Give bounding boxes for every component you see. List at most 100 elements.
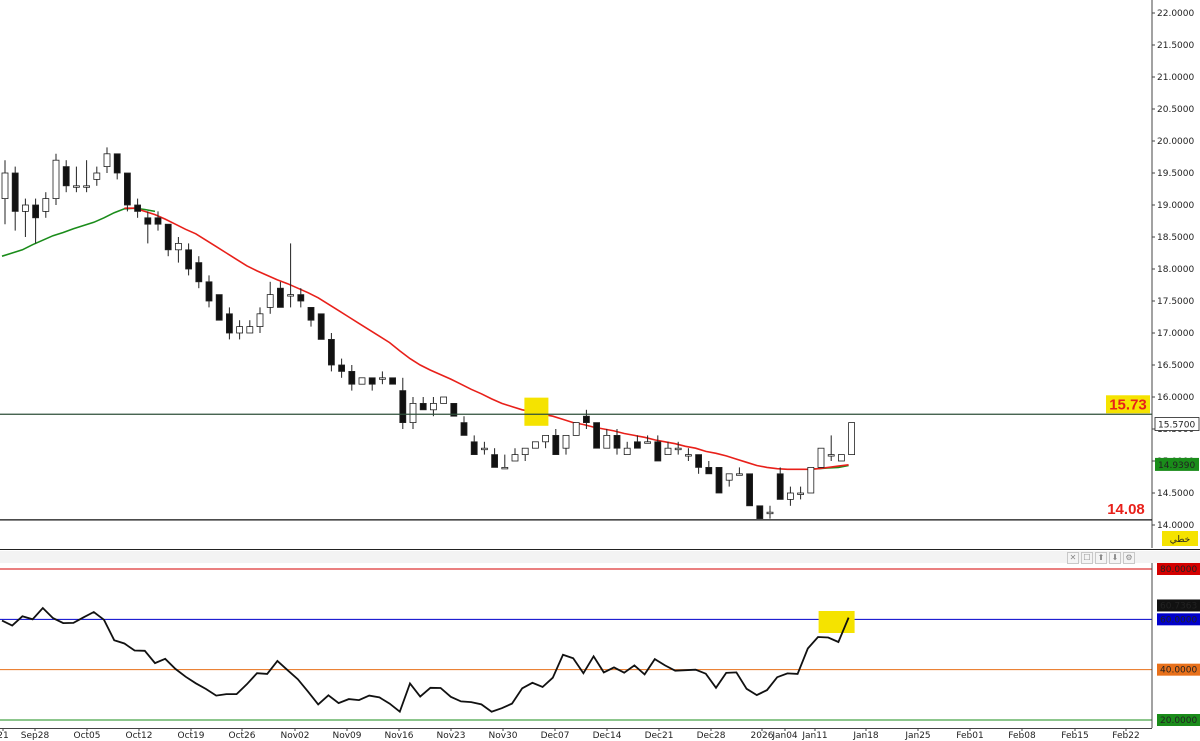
- resistance-label-bg: [1106, 395, 1150, 414]
- candle-body: [368, 377, 376, 385]
- candle: [195, 256, 203, 289]
- candle: [838, 454, 845, 462]
- candle-body: [256, 313, 264, 327]
- candle-body: [378, 377, 386, 380]
- candle-body: [113, 153, 121, 174]
- date-tick-label: Feb01: [956, 731, 983, 741]
- candle: [297, 288, 305, 308]
- candle: [501, 454, 509, 470]
- candle: [562, 434, 570, 455]
- ma-fast-value: 15.5700: [1158, 421, 1195, 431]
- oscillator-line: [1, 606, 850, 714]
- candle-body: [93, 172, 101, 180]
- candle: [787, 486, 794, 506]
- candle-body: [797, 492, 804, 495]
- candle: [225, 307, 233, 340]
- date-tick-label: Dec14: [593, 731, 622, 741]
- candle: [42, 192, 50, 218]
- price-tick-label: 18.5000: [1157, 233, 1194, 243]
- candle: [338, 358, 346, 378]
- price-tick-label: 17.5000: [1157, 297, 1194, 307]
- candle-body: [664, 447, 672, 456]
- panel-move-up-button[interactable]: ⬆: [1095, 552, 1107, 564]
- indicator-tag-bg: [1162, 531, 1198, 546]
- candle: [389, 377, 397, 385]
- oscillator-level-box: [1157, 563, 1200, 575]
- candle: [593, 422, 600, 449]
- ma-fast-line: [124, 207, 849, 471]
- date-tick-label: Oct12: [125, 731, 152, 741]
- date-tick-label: Jan04: [771, 731, 798, 741]
- candle: [103, 147, 111, 173]
- candle-body: [307, 306, 315, 321]
- candle-body: [848, 422, 855, 456]
- candle-body: [236, 326, 244, 334]
- candle: [317, 313, 325, 340]
- candle-body: [613, 434, 621, 449]
- candle-body: [338, 364, 346, 372]
- oscillator-level-box: [1157, 714, 1200, 726]
- panel-move-down-button[interactable]: ⬇: [1109, 552, 1121, 564]
- candle-body: [174, 242, 182, 251]
- candle: [817, 447, 825, 468]
- highlight-marker-oscillator: [818, 611, 855, 633]
- date-tick-label: Nov09: [332, 731, 361, 741]
- price-tick-label: 17.0000: [1157, 329, 1194, 339]
- candle-body: [572, 422, 580, 436]
- candle-body: [144, 217, 152, 225]
- candle-body: [205, 281, 213, 302]
- levels-layer: 15.73 14.08: [0, 395, 1152, 521]
- candle: [654, 435, 662, 462]
- candle-body: [634, 441, 641, 449]
- candle-body: [838, 454, 845, 462]
- panel-maximize-button[interactable]: ☐: [1081, 552, 1093, 564]
- highlight-marker-price: [524, 397, 549, 426]
- candle: [623, 441, 631, 456]
- candle: [705, 461, 713, 475]
- candle-body: [42, 198, 50, 212]
- candle: [327, 333, 335, 372]
- indicator-tag: خطي: [1170, 535, 1190, 545]
- date-tick-label: Feb08: [1008, 731, 1036, 741]
- candle-body: [154, 217, 162, 225]
- candle: [491, 448, 499, 468]
- candle: [409, 397, 417, 429]
- candles-layer[interactable]: [1, 147, 855, 519]
- candle-body: [83, 185, 90, 188]
- candle-body: [103, 153, 111, 168]
- price-tick-label: 20.0000: [1157, 137, 1194, 147]
- candle-body: [266, 294, 274, 308]
- candle: [715, 466, 723, 494]
- candle: [440, 396, 448, 404]
- candle-body: [532, 441, 539, 449]
- candle: [348, 365, 356, 391]
- candle-body: [419, 402, 427, 411]
- candle-body: [440, 396, 448, 404]
- candle: [134, 198, 142, 218]
- panel-settings-button[interactable]: ⚙: [1123, 552, 1135, 564]
- candle: [287, 243, 295, 308]
- candle: [256, 307, 264, 333]
- ma-fast-value-box: [1154, 417, 1200, 431]
- candle-body: [389, 377, 397, 385]
- candle-body: [317, 313, 325, 340]
- support-label: 14.08: [1107, 501, 1145, 518]
- price-tick-label: 14.5000: [1157, 489, 1194, 499]
- candle-body: [195, 262, 203, 283]
- panel-close-button[interactable]: ✕: [1067, 552, 1079, 564]
- candle-body: [725, 473, 733, 481]
- price-axis[interactable]: 22.0000 21.5000 21.0000 20.5000 20.0000 19.50…: [1152, 9, 1200, 546]
- candle: [572, 422, 580, 436]
- candle-body: [715, 466, 723, 494]
- candle: [93, 166, 101, 186]
- candle: [358, 377, 366, 385]
- candle-body: [705, 466, 713, 475]
- candle: [685, 448, 692, 461]
- candle-body: [756, 505, 764, 519]
- date-tick-label: Feb22: [1112, 731, 1139, 741]
- price-tick-label: 20.5000: [1157, 105, 1194, 115]
- oscillator-axis[interactable]: 80.0000 60.0000 40.0000 20.0000 60.7363: [1157, 563, 1200, 726]
- candle-body: [562, 434, 570, 449]
- price-tick-label: 21.0000: [1157, 73, 1194, 83]
- candle: [603, 429, 611, 449]
